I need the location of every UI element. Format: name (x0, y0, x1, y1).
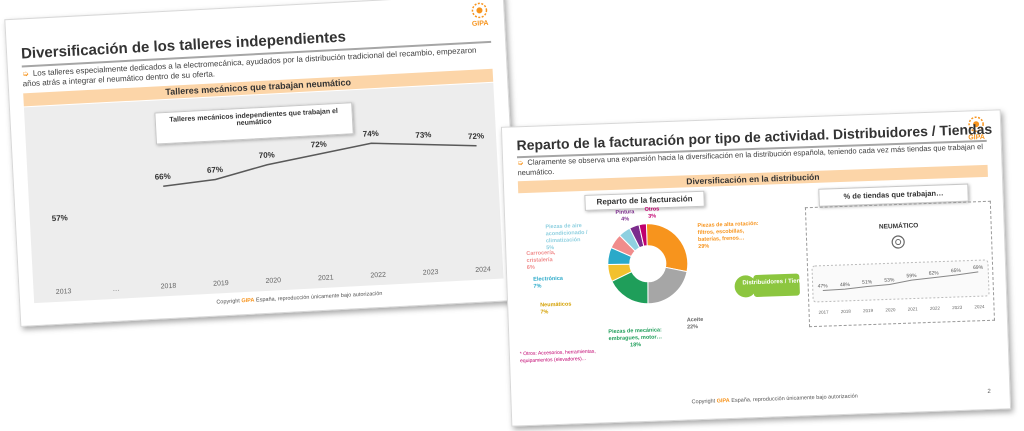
donut-slice (645, 223, 689, 273)
inner-frame (811, 259, 990, 303)
tiendas-panel: NEUMÁTICO 47% 48% 51% 53% 59% 62% 65% 69% 2017 20… (804, 200, 995, 328)
label-climatizacion: Piezas de aire acondicionado / climatiza… (545, 223, 588, 252)
label-mecanica: Piezas de mecánica: embragues, motor… 18% (608, 327, 663, 349)
talleres-line-chart: 57% 66% 67% 70% 72% 74% 73% 72% 2013 … 2018 2019 202… (52, 129, 492, 296)
distrib-badge: Distribuidores / Tiendas (734, 273, 802, 298)
data-label: 47% (818, 283, 829, 289)
tire-icon (891, 235, 905, 249)
bullet-arrow-icon: ➭ (517, 158, 524, 168)
label-carroceria: Carrocería, cristalería 6% (526, 249, 556, 271)
facturacion-donut-chart (607, 223, 689, 305)
label-alta-rotacion: Piezas de alta rotación: filtros, escobi… (697, 220, 759, 251)
label-neumaticos: Neumáticos 7% (540, 301, 572, 316)
gipa-logo: GIPA (968, 116, 985, 142)
x-tick-label: … (112, 286, 119, 293)
x-tick-label: 2023 (423, 269, 439, 277)
x-tick-label: 2019 (863, 308, 874, 313)
series-line (822, 271, 979, 291)
data-label: 48% (840, 282, 851, 288)
label-pintura: Pintura 4% (615, 209, 635, 223)
chart-area: Talleres mecánicos independientes que tr… (23, 82, 504, 304)
gipa-logo: GIPA (472, 2, 489, 28)
otros-footnote: * Otros: Accesorios, herramientas, equip… (519, 348, 596, 365)
data-label: 51% (862, 279, 873, 285)
data-label: 53% (884, 277, 895, 283)
data-label: 66% (155, 172, 171, 182)
data-label: 72% (311, 140, 327, 150)
x-tick-label: 2018 (161, 283, 177, 291)
x-tick-label: 2019 (213, 280, 229, 288)
distrib-label: Distribuidores / Tiendas (742, 278, 802, 286)
data-label: 62% (929, 270, 940, 276)
donut-slice (638, 223, 648, 247)
data-label: 67% (207, 165, 223, 175)
x-tick-label: 2020 (885, 307, 896, 312)
logo-text: GIPA (472, 20, 489, 28)
donut-slice (647, 266, 688, 305)
x-tick-label: 2021 (318, 274, 334, 282)
data-label: 69% (973, 265, 984, 271)
x-tick-label: 2018 (841, 309, 852, 314)
data-label: 74% (363, 129, 379, 139)
x-tick-label: 2024 (974, 304, 985, 309)
label-electronica: Electrónica 7% (533, 275, 564, 290)
bullet-arrow-icon: ➭ (21, 69, 30, 79)
neumatico-label: NEUMÁTICO (878, 222, 919, 231)
x-tick-label: 2022 (930, 306, 941, 311)
page-number: 2 (987, 388, 991, 395)
data-label: 65% (951, 268, 962, 274)
data-label: 70% (259, 150, 275, 160)
data-label: 72% (468, 131, 484, 141)
copyright: Copyright GIPA España, reproducción únic… (216, 290, 383, 306)
label-otros: Otros 3% (644, 206, 660, 220)
x-tick-label: 2020 (265, 277, 281, 285)
x-tick-label: 2017 (818, 309, 829, 314)
slide-talleres: GIPA Diversificación de los talleres ind… (4, 0, 520, 327)
data-label: 59% (906, 273, 917, 279)
copyright: Copyright GIPA España, reproducción únic… (691, 393, 858, 406)
x-tick-label: 2013 (56, 288, 72, 296)
data-label: 57% (52, 213, 68, 223)
x-tick-label: 2022 (370, 272, 386, 280)
x-tick-label: 2023 (952, 305, 963, 310)
logo-text: GIPA (968, 134, 985, 142)
label-aceite: Aceite 22% (686, 316, 704, 331)
x-tick-label: 2024 (475, 266, 491, 274)
series-line (163, 142, 477, 187)
x-tick-label: 2021 (908, 306, 919, 311)
tiendas-line-chart: 47% 48% 51% 53% 59% 62% 65% 69% 2017 2018 2019 2020… (811, 259, 990, 315)
data-label: 73% (415, 130, 431, 140)
slide-facturacion: GIPA Reparto de la facturación por tipo … (500, 109, 1012, 427)
